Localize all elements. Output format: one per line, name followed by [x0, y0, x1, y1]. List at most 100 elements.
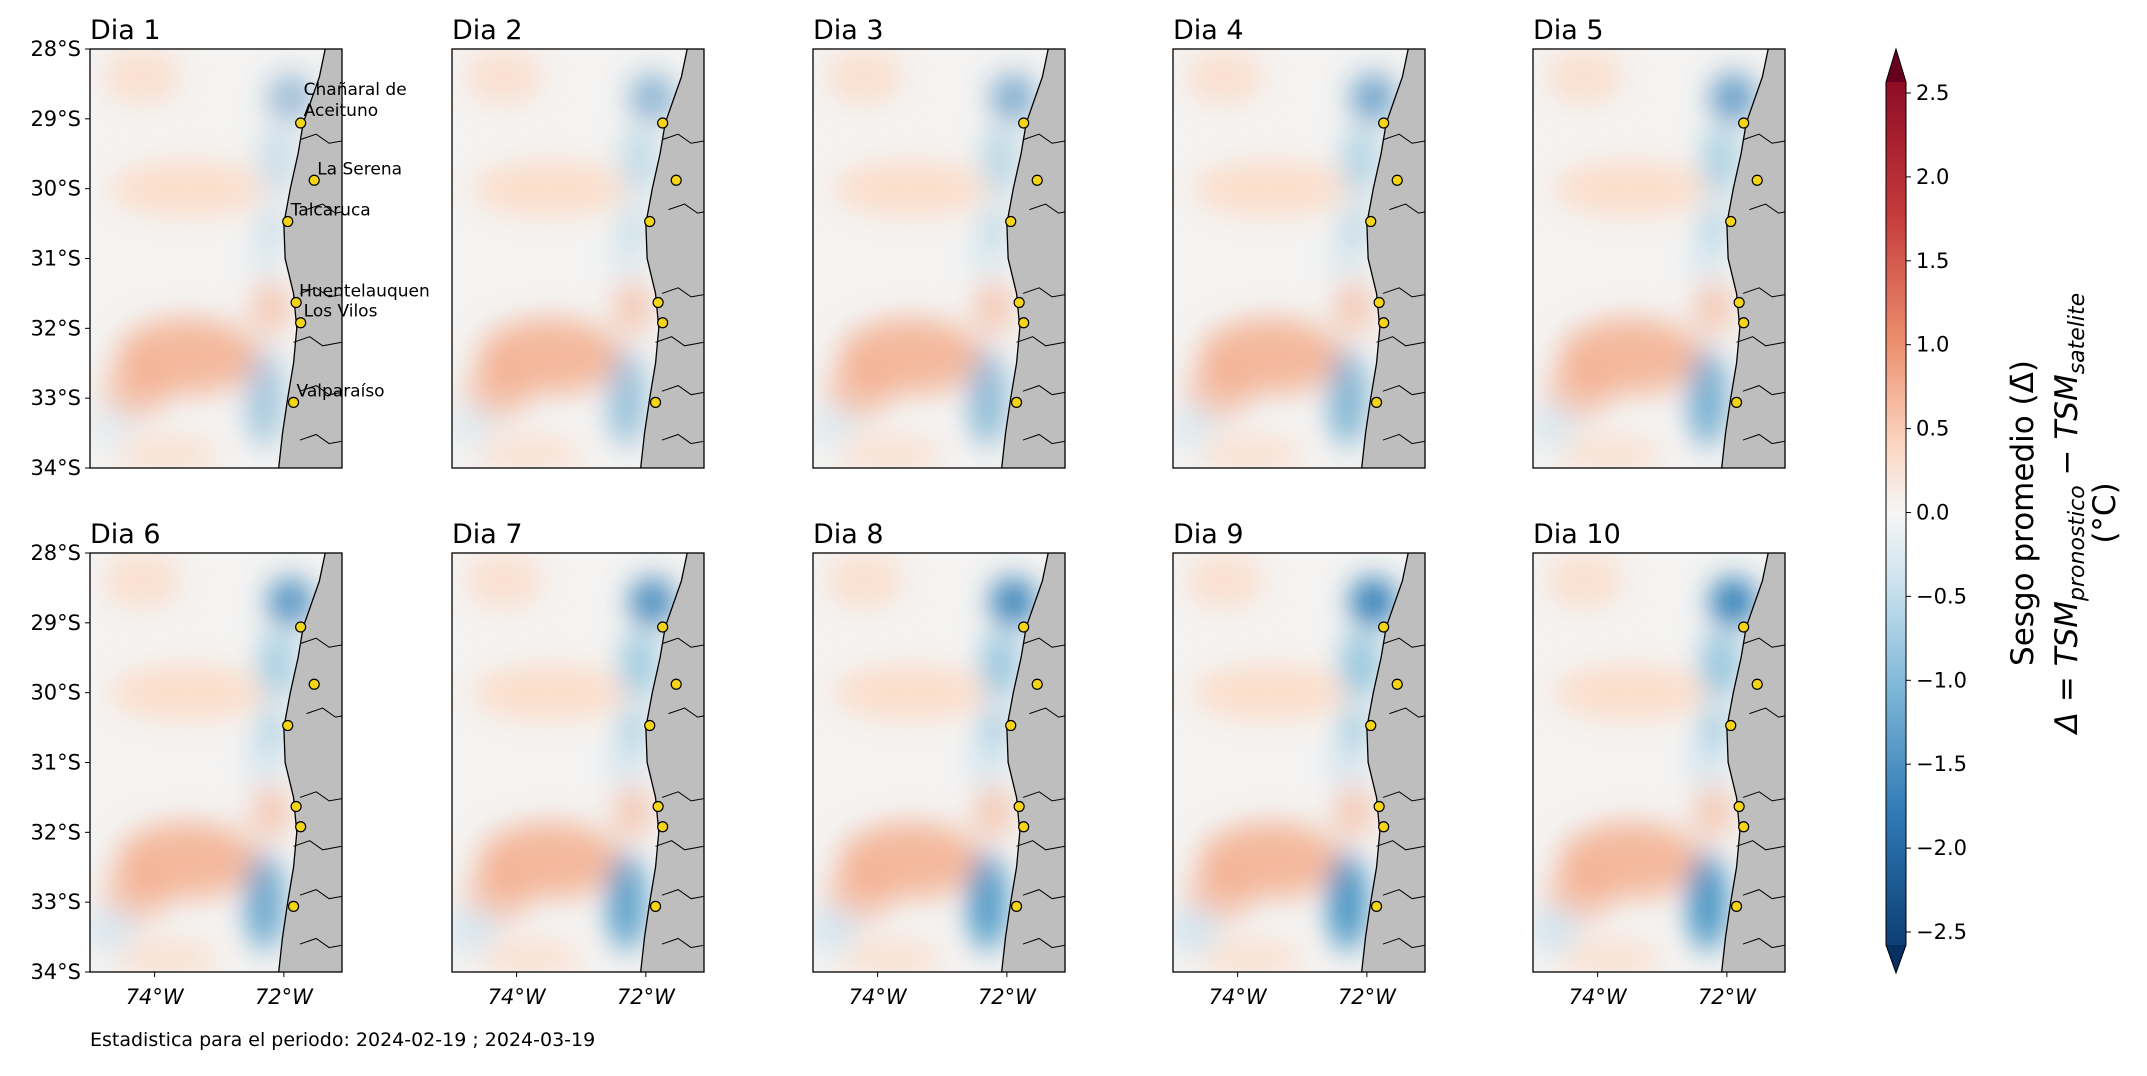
city-marker	[657, 117, 669, 129]
colorbar-tick-label: −1.5	[1916, 752, 1967, 776]
border-line	[668, 707, 704, 718]
cold-anomaly	[1688, 853, 1727, 952]
cold-anomaly	[245, 741, 284, 784]
land	[1361, 49, 1425, 468]
colorbar-tick-label: 1.0	[1916, 333, 1949, 357]
border-line	[1742, 385, 1785, 396]
cold-anomaly	[1688, 349, 1727, 448]
warm-anomaly	[464, 553, 543, 609]
warm-anomaly	[825, 363, 891, 420]
city-marker	[1738, 117, 1750, 129]
panel-title: Dia 7	[452, 519, 523, 550]
warm-anomaly	[825, 553, 904, 609]
panel-title: Dia 2	[452, 15, 523, 46]
border-line	[299, 937, 342, 949]
y-tick-label: 28°S	[30, 541, 81, 565]
city-marker	[1018, 117, 1030, 129]
city-marker	[1733, 800, 1745, 813]
warm-anomaly	[1185, 49, 1264, 105]
city-marker	[1365, 215, 1377, 228]
y-tick-label: 30°S	[30, 681, 81, 705]
city-marker	[657, 317, 669, 329]
warm-anomaly	[613, 279, 653, 336]
border-line	[661, 287, 704, 298]
panel-frame	[1172, 552, 1426, 973]
land	[640, 49, 704, 468]
panel-frame	[812, 48, 1066, 469]
border-line	[668, 203, 704, 214]
cold-anomaly	[1688, 237, 1727, 280]
colorbar-label-part: pronostico	[2065, 485, 2090, 602]
cold-anomaly	[1341, 125, 1380, 196]
warm-anomaly	[464, 363, 530, 420]
cold-anomaly	[620, 629, 659, 700]
colorbar-tick-label: −2.5	[1916, 920, 1967, 944]
border-line	[661, 433, 704, 445]
warm-anomaly	[464, 867, 530, 924]
border-line	[299, 133, 342, 144]
warm-anomaly	[477, 940, 582, 972]
panel-title: Dia 1	[90, 15, 161, 46]
border-line	[661, 937, 704, 949]
cold-anomaly	[90, 909, 136, 952]
panel-frame	[812, 552, 1066, 973]
cold-anomaly	[258, 125, 297, 196]
panel-frame	[1532, 48, 1786, 469]
border-line	[1382, 889, 1425, 900]
panel-title: Dia 3	[813, 15, 884, 46]
warm-anomaly	[251, 279, 291, 336]
city-marker	[295, 821, 307, 833]
map-panel	[1173, 49, 1425, 468]
warm-anomaly	[102, 363, 168, 420]
warm-anomaly	[1558, 940, 1663, 972]
cold-anomaly	[968, 237, 1007, 280]
warm-anomaly	[974, 783, 1014, 840]
land	[1001, 553, 1065, 972]
warm-anomaly	[1334, 279, 1374, 336]
y-tick-label: 28°S	[30, 37, 81, 61]
warm-anomaly	[1198, 436, 1303, 468]
city-marker	[1391, 174, 1403, 186]
city-marker	[1378, 621, 1390, 633]
cold-anomaly	[452, 405, 498, 448]
warm-anomaly	[1185, 867, 1251, 924]
city-marker	[1010, 900, 1023, 912]
border-line	[299, 637, 342, 648]
warm-anomaly	[1185, 553, 1264, 609]
city-marker	[295, 621, 307, 633]
panel-title: Dia 5	[1533, 15, 1604, 46]
warm-anomaly	[832, 664, 988, 721]
cold-anomaly	[968, 853, 1007, 952]
city-marker	[290, 800, 302, 813]
border-line	[1022, 433, 1065, 445]
bias-field	[90, 553, 313, 972]
map-panel	[452, 553, 704, 972]
map-panel	[1533, 553, 1785, 972]
panel-title: Dia 8	[813, 519, 884, 550]
border-line	[1389, 707, 1425, 718]
border-line	[299, 791, 342, 802]
cold-anomaly	[990, 73, 1036, 123]
city-marker	[644, 719, 656, 732]
land	[1001, 49, 1065, 468]
city-marker	[1738, 317, 1750, 329]
border-line	[655, 840, 704, 851]
map-panel	[90, 553, 342, 972]
colorbar-label-line: Sesgo promedio (Δ̄)	[2005, 360, 2041, 666]
border-line	[1376, 336, 1425, 347]
border-line	[299, 287, 342, 298]
panel-title: Dia 6	[90, 519, 161, 550]
border-line	[661, 889, 704, 900]
panel-title: Dia 4	[1173, 15, 1244, 46]
city-marker	[1005, 215, 1017, 228]
cold-anomaly	[1328, 349, 1367, 448]
warm-anomaly	[477, 436, 582, 468]
colorbar-frame	[1885, 47, 1907, 975]
x-tick-label: 74°W	[1209, 985, 1268, 1009]
city-marker	[1018, 621, 1030, 633]
city-marker	[649, 900, 662, 912]
city-marker	[1005, 719, 1017, 732]
cold-anomaly	[1701, 629, 1740, 700]
border-line	[299, 385, 342, 396]
